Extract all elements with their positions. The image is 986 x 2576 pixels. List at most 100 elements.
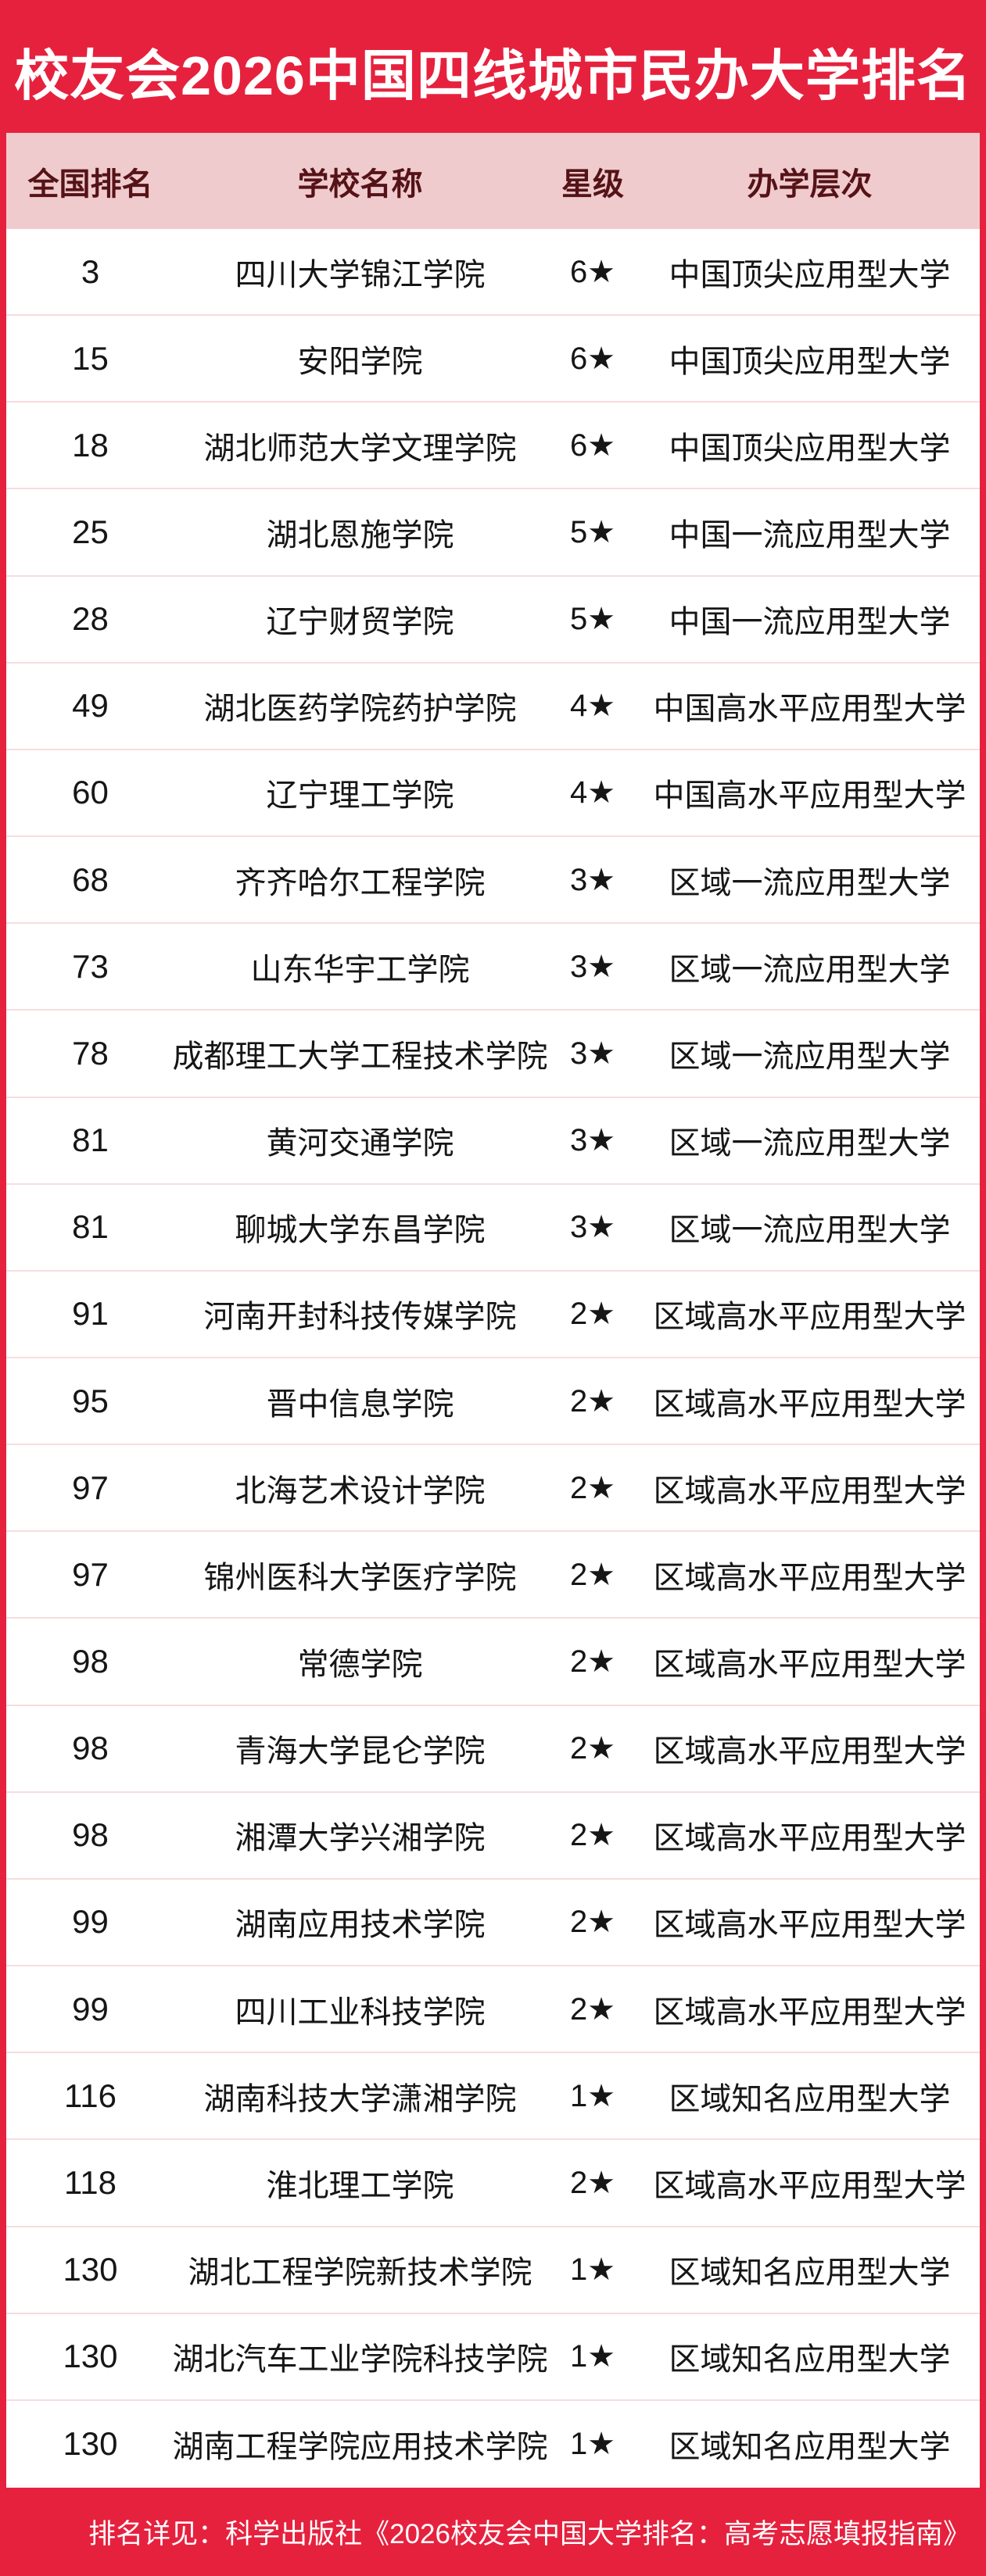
education-level-cell: 区域高水平应用型大学 bbox=[653, 2168, 966, 2203]
page-title: 校友会2026中国四线城市民办大学排名 bbox=[14, 45, 972, 106]
education-level-cell: 区域一流应用型大学 bbox=[669, 865, 951, 900]
table-body: 3 四川大学锦江学院 6★ 中国顶尖应用型大学 15 安阳学院 6★ 中国顶尖应… bbox=[6, 229, 980, 2488]
school-name-cell: 湘潭大学兴湘学院 bbox=[235, 1821, 486, 1856]
star-rating-cell: 2★ bbox=[569, 1818, 616, 1853]
school-name-cell: 湖北医药学院药护学院 bbox=[203, 692, 517, 727]
star-rating-cell: 2★ bbox=[569, 1905, 616, 1940]
rank-cell: 3 bbox=[81, 252, 100, 290]
table-row: 68 齐齐哈尔工程学院 3★ 区域一流应用型大学 bbox=[6, 837, 980, 925]
school-name-cell: 聊城大学东昌学院 bbox=[235, 1213, 486, 1248]
school-name-cell: 湖北恩施学院 bbox=[266, 518, 454, 553]
school-name-cell: 成都理工大学工程技术学院 bbox=[172, 1039, 548, 1074]
education-level-cell: 区域知名应用型大学 bbox=[669, 2256, 951, 2291]
table-row: 130 湖北工程学院新技术学院 1★ 区域知名应用型大学 bbox=[6, 2227, 980, 2314]
school-name-cell: 辽宁理工学院 bbox=[266, 778, 454, 814]
star-rating-cell: 6★ bbox=[569, 254, 616, 289]
table-row: 116 湖南科技大学潇湘学院 1★ 区域知名应用型大学 bbox=[6, 2053, 980, 2141]
school-name-cell: 黄河交通学院 bbox=[266, 1126, 454, 1161]
rank-cell: 15 bbox=[72, 339, 109, 377]
table-row: 130 湖北汽车工业学院科技学院 1★ 区域知名应用型大学 bbox=[6, 2314, 980, 2401]
school-name-cell: 山东华宇工学院 bbox=[250, 952, 470, 987]
star-rating-cell: 1★ bbox=[569, 2339, 616, 2374]
star-rating-cell: 2★ bbox=[569, 1644, 616, 1680]
school-name-cell: 北海艺术设计学院 bbox=[235, 1473, 486, 1508]
footer-bar: 排名详见：科学出版社《2026校友会中国大学排名：高考志愿填报指南》 bbox=[0, 2488, 986, 2576]
education-level-cell: 中国高水平应用型大学 bbox=[653, 778, 966, 814]
star-rating-cell: 2★ bbox=[569, 1470, 616, 1505]
table-row: 81 黄河交通学院 3★ 区域一流应用型大学 bbox=[6, 1098, 980, 1185]
rank-cell: 73 bbox=[72, 947, 109, 985]
rank-cell: 130 bbox=[63, 2338, 118, 2375]
rank-cell: 130 bbox=[63, 2425, 118, 2463]
table-row: 78 成都理工大学工程技术学院 3★ 区域一流应用型大学 bbox=[6, 1011, 980, 1098]
education-level-cell: 中国一流应用型大学 bbox=[669, 518, 951, 553]
education-level-cell: 区域知名应用型大学 bbox=[669, 2081, 951, 2116]
rank-cell: 25 bbox=[72, 513, 109, 551]
header-national-rank: 全国排名 bbox=[27, 166, 153, 202]
school-name-cell: 淮北理工学院 bbox=[266, 2168, 454, 2203]
rank-cell: 98 bbox=[72, 1643, 109, 1680]
star-rating-cell: 6★ bbox=[569, 341, 616, 376]
education-level-cell: 区域高水平应用型大学 bbox=[653, 1734, 966, 1769]
table-row: 25 湖北恩施学院 5★ 中国一流应用型大学 bbox=[6, 489, 980, 577]
table-row: 3 四川大学锦江学院 6★ 中国顶尖应用型大学 bbox=[6, 229, 980, 317]
education-level-cell: 中国一流应用型大学 bbox=[669, 605, 951, 640]
rank-cell: 60 bbox=[72, 774, 109, 811]
rank-cell: 91 bbox=[72, 1295, 109, 1333]
education-level-cell: 中国顶尖应用型大学 bbox=[669, 431, 951, 466]
star-rating-cell: 3★ bbox=[569, 1036, 616, 1071]
school-name-cell: 湖南工程学院应用技术学院 bbox=[172, 2430, 548, 2465]
star-rating-cell: 1★ bbox=[569, 2078, 616, 2113]
school-name-cell: 湖北师范大学文理学院 bbox=[203, 431, 517, 466]
rank-cell: 49 bbox=[72, 687, 109, 724]
table-row: 98 青海大学昆仑学院 2★ 区域高水平应用型大学 bbox=[6, 1706, 980, 1793]
education-level-cell: 区域高水平应用型大学 bbox=[653, 1300, 966, 1335]
table-header-row: 全国排名 学校名称 星级 办学层次 bbox=[6, 133, 980, 229]
school-name-cell: 湖北工程学院新技术学院 bbox=[188, 2256, 532, 2291]
education-level-cell: 中国顶尖应用型大学 bbox=[669, 344, 951, 379]
table-row: 99 湖南应用技术学院 2★ 区域高水平应用型大学 bbox=[6, 1880, 980, 1967]
rank-cell: 99 bbox=[72, 1990, 109, 2027]
education-level-cell: 区域高水平应用型大学 bbox=[653, 1821, 966, 1856]
education-level-cell: 区域高水平应用型大学 bbox=[653, 1473, 966, 1508]
rank-cell: 78 bbox=[72, 1034, 109, 1072]
rank-cell: 99 bbox=[72, 1903, 109, 1941]
education-level-cell: 区域一流应用型大学 bbox=[669, 1126, 951, 1161]
school-name-cell: 四川大学锦江学院 bbox=[235, 257, 486, 292]
star-rating-cell: 6★ bbox=[569, 428, 616, 463]
footer-note: 排名详见：科学出版社《2026校友会中国大学排名：高考志愿填报指南》 bbox=[88, 2519, 970, 2549]
table-row: 95 晋中信息学院 2★ 区域高水平应用型大学 bbox=[6, 1358, 980, 1446]
ranking-table: 全国排名 学校名称 星级 办学层次 3 四川大学锦江学院 6★ 中国顶尖应用型大… bbox=[6, 133, 980, 2488]
table-row: 97 北海艺术设计学院 2★ 区域高水平应用型大学 bbox=[6, 1445, 980, 1533]
rank-cell: 118 bbox=[64, 2163, 117, 2201]
rank-cell: 28 bbox=[72, 600, 109, 638]
school-name-cell: 锦州医科大学医疗学院 bbox=[203, 1560, 517, 1595]
rank-cell: 81 bbox=[72, 1122, 109, 1159]
star-rating-cell: 3★ bbox=[569, 1123, 616, 1158]
school-name-cell: 安阳学院 bbox=[297, 344, 423, 379]
star-rating-cell: 5★ bbox=[569, 602, 616, 637]
rank-cell: 81 bbox=[72, 1208, 109, 1246]
title-bar: 校友会2026中国四线城市民办大学排名 bbox=[0, 0, 986, 133]
education-level-cell: 区域知名应用型大学 bbox=[669, 2430, 951, 2465]
star-rating-cell: 4★ bbox=[569, 775, 616, 810]
table-row: 98 常德学院 2★ 区域高水平应用型大学 bbox=[6, 1619, 980, 1706]
table-row: 118 淮北理工学院 2★ 区域高水平应用型大学 bbox=[6, 2140, 980, 2227]
star-rating-cell: 3★ bbox=[569, 949, 616, 984]
table-row: 18 湖北师范大学文理学院 6★ 中国顶尖应用型大学 bbox=[6, 402, 980, 490]
education-level-cell: 区域一流应用型大学 bbox=[669, 952, 951, 987]
rank-cell: 116 bbox=[64, 2077, 117, 2114]
school-name-cell: 湖南科技大学潇湘学院 bbox=[203, 2081, 517, 2116]
star-rating-cell: 2★ bbox=[569, 1731, 616, 1766]
star-rating-cell: 2★ bbox=[569, 1383, 616, 1419]
education-level-cell: 区域高水平应用型大学 bbox=[653, 1648, 966, 1683]
header-education-level: 办学层次 bbox=[747, 166, 873, 202]
education-level-cell: 区域高水平应用型大学 bbox=[653, 1386, 966, 1422]
table-row: 91 河南开封科技传媒学院 2★ 区域高水平应用型大学 bbox=[6, 1272, 980, 1358]
table-row: 97 锦州医科大学医疗学院 2★ 区域高水平应用型大学 bbox=[6, 1532, 980, 1619]
school-name-cell: 齐齐哈尔工程学院 bbox=[235, 865, 486, 900]
rank-cell: 98 bbox=[72, 1730, 109, 1767]
rank-cell: 130 bbox=[63, 2251, 118, 2288]
education-level-cell: 区域高水平应用型大学 bbox=[653, 1995, 966, 2030]
